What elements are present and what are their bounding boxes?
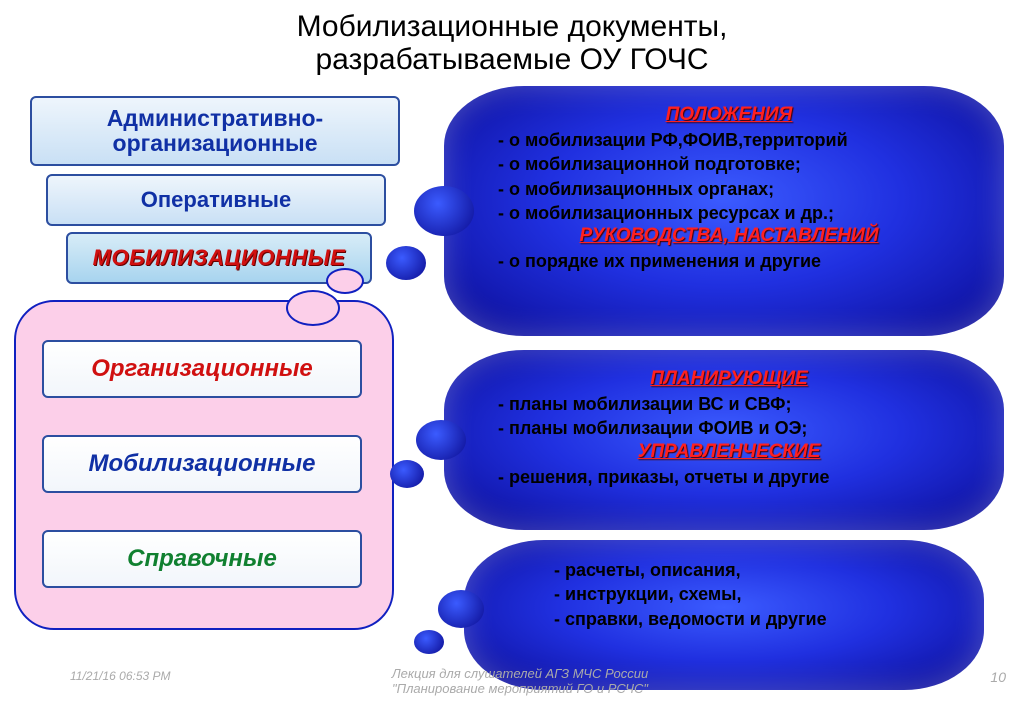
list-item: о мобилизационной подготовке; bbox=[498, 152, 964, 176]
cloud2-heading-2: УПРАВЛЕНЧЕСКИЕ bbox=[494, 441, 964, 463]
cloud1-heading-2: РУКОВОДСТВА, НАСТАВЛЕНИЙ bbox=[494, 225, 964, 247]
cloud-regulations: ПОЛОЖЕНИЯ о мобилизации РФ,ФОИВ,территор… bbox=[444, 86, 1004, 336]
subcategory-organizational-label: Организационные bbox=[91, 355, 313, 383]
list-item: о мобилизации РФ,ФОИВ,территорий bbox=[498, 128, 964, 152]
list-item: планы мобилизации ФОИВ и ОЭ; bbox=[498, 416, 964, 440]
subcategory-reference-label: Справочные bbox=[127, 545, 277, 573]
list-item: расчеты, описания, bbox=[554, 558, 944, 582]
cloud2-heading-1: ПЛАНИРУЮЩИЕ bbox=[494, 368, 964, 390]
footer-page-number: 10 bbox=[990, 669, 1006, 685]
category-admin-label: Административно- организационные bbox=[107, 106, 323, 157]
slide-title: Мобилизационные документы, разрабатываем… bbox=[0, 10, 1024, 76]
subcategory-reference: Справочные bbox=[42, 530, 362, 588]
cloud3-list: расчеты, описания, инструкции, схемы, сп… bbox=[514, 558, 944, 631]
list-item: о мобилизационных ресурсах и др.; bbox=[498, 201, 964, 225]
cloud1-list-a: о мобилизации РФ,ФОИВ,территорий о мобил… bbox=[494, 128, 964, 225]
list-item: о мобилизационных органах; bbox=[498, 177, 964, 201]
cloud-planning: ПЛАНИРУЮЩИЕ планы мобилизации ВС и СВФ; … bbox=[444, 350, 1004, 530]
cloud2-list-b: решения, приказы, отчеты и другие bbox=[494, 465, 964, 489]
title-line-1: Мобилизационные документы, bbox=[297, 10, 728, 43]
list-item: инструкции, схемы, bbox=[554, 582, 944, 606]
list-item: решения, приказы, отчеты и другие bbox=[498, 465, 964, 489]
category-mobilization-label: МОБИЛИЗАЦИОННЫЕ bbox=[93, 245, 346, 271]
category-operational: Оперативные bbox=[46, 174, 386, 226]
title-line-2: разрабатываемые ОУ ГОЧС bbox=[315, 43, 708, 76]
list-item: о порядке их применения и другие bbox=[498, 249, 964, 273]
list-item: планы мобилизации ВС и СВФ; bbox=[498, 392, 964, 416]
cloud1-heading-1: ПОЛОЖЕНИЯ bbox=[494, 104, 964, 126]
category-admin: Административно- организационные bbox=[30, 96, 400, 166]
footer-caption: Лекция для слушателей АГЗ МЧС России "Пл… bbox=[320, 666, 720, 697]
subcategory-mobilization: Мобилизационные bbox=[42, 435, 362, 493]
subcategory-mobilization-label: Мобилизационные bbox=[88, 450, 315, 478]
footer-timestamp: 11/21/16 06:53 PM bbox=[70, 669, 171, 683]
subcategory-organizational: Организационные bbox=[42, 340, 362, 398]
list-item: справки, ведомости и другие bbox=[554, 607, 944, 631]
cloud2-list-a: планы мобилизации ВС и СВФ; планы мобили… bbox=[494, 392, 964, 441]
cloud1-list-b: о порядке их применения и другие bbox=[494, 249, 964, 273]
category-operational-label: Оперативные bbox=[141, 187, 291, 213]
